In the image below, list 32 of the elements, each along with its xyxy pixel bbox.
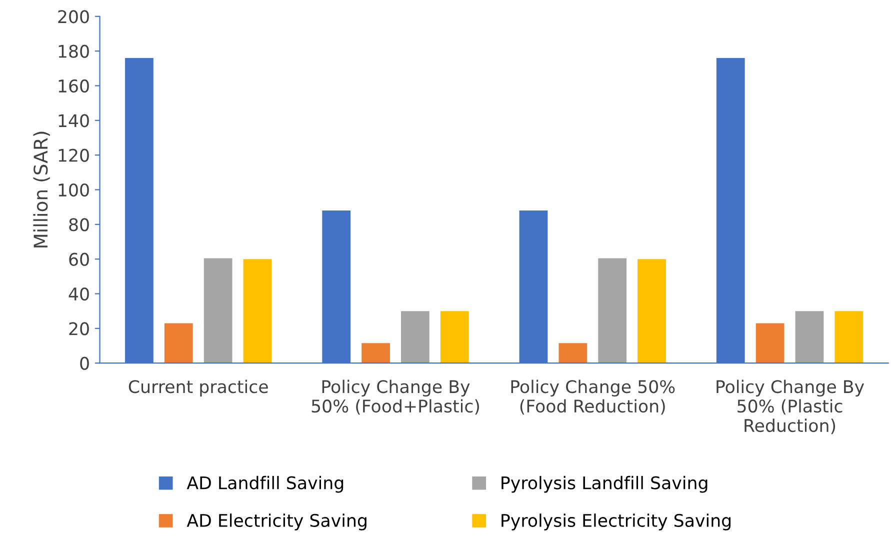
y-tick-label: 20 (69, 322, 89, 336)
y-axis-title: Million (SAR) (33, 132, 50, 248)
y-tick-label: 200 (58, 10, 89, 24)
y-tick-label: 80 (69, 218, 89, 232)
y-tick-label: 60 (69, 252, 89, 266)
legend-label: AD Landfill Saving (186, 476, 344, 493)
x-tick-label: Policy Change 50% (Food Reduction) (511, 380, 675, 415)
bar (756, 323, 784, 364)
x-tick-label: Policy Change By 50% (Food+Plastic) (312, 380, 479, 415)
bar (164, 323, 193, 364)
y-tick-label: 100 (58, 183, 89, 197)
x-tick-label: Policy Change By 50% (Plastic Reduction) (716, 380, 864, 434)
bar (638, 259, 666, 364)
bar (834, 311, 864, 364)
bar (362, 343, 390, 364)
y-tick-label: 120 (58, 148, 89, 162)
bar (440, 311, 469, 364)
y-tick-label: 0 (80, 356, 89, 370)
x-tick-label: Current practice (128, 380, 268, 397)
y-tick-label: 140 (58, 114, 89, 128)
bar (598, 258, 627, 364)
legend-label: Pyrolysis Electricity Saving (502, 514, 731, 530)
bar (243, 259, 272, 364)
bar (558, 343, 588, 364)
legend-label: Pyrolysis Landfill Saving (502, 476, 708, 493)
y-tick-label: 40 (68, 287, 89, 301)
legend-label: AD Electricity Saving (186, 514, 366, 530)
y-tick-label: 160 (58, 79, 89, 93)
bar (795, 311, 824, 364)
bar (204, 258, 232, 364)
bar (401, 311, 430, 364)
y-tick-label: 180 (58, 44, 89, 58)
